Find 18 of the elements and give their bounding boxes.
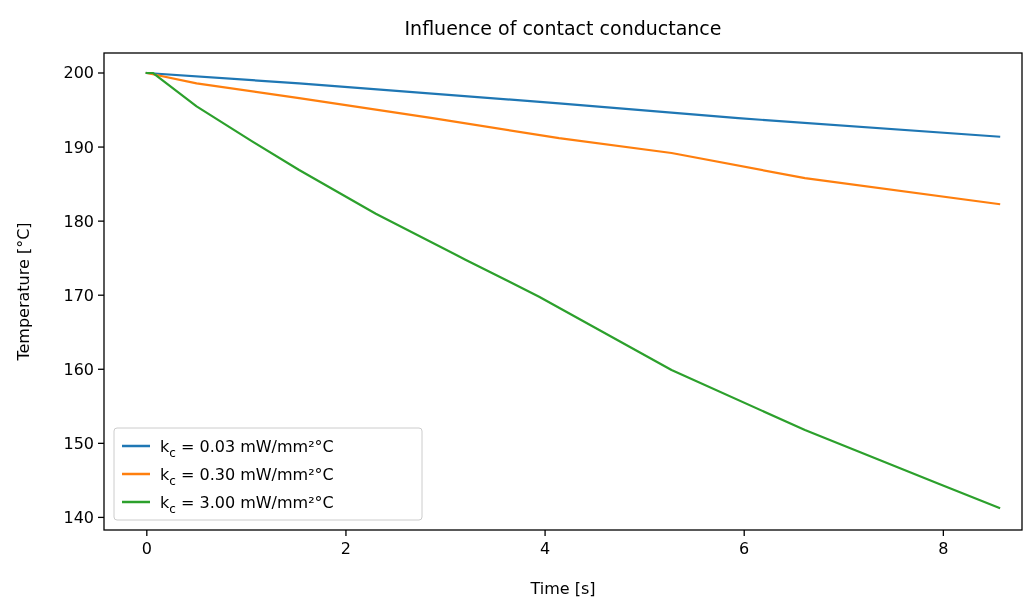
x-tick-label: 0 <box>141 539 152 558</box>
legend-label: k$_{c}$ = 3.00 mW/mm²°C <box>160 492 334 516</box>
y-tick-label: 150 <box>63 433 94 453</box>
y-tick-label: 200 <box>63 63 94 83</box>
x-tick-label: 2 <box>340 539 352 558</box>
y-tick-label: 190 <box>63 137 94 157</box>
y-tick-label: 180 <box>63 211 94 231</box>
y-axis-title: Temperature [°C] <box>14 222 33 362</box>
x-tick-label: 8 <box>938 539 949 558</box>
x-axis-title: Time [s] <box>529 579 596 598</box>
x-tick-label: 4 <box>539 539 551 558</box>
legend-label: k$_{c}$ = 0.03 mW/mm²°C <box>160 436 334 460</box>
x-tick-label: 6 <box>739 539 750 558</box>
y-tick-label: 160 <box>63 359 94 379</box>
chart-title: Influence of contact conductance <box>404 17 722 39</box>
y-tick-label: 170 <box>63 285 94 305</box>
legend-label: k$_{c}$ = 0.30 mW/mm²°C <box>160 464 334 488</box>
y-tick-label: 140 <box>63 507 94 527</box>
